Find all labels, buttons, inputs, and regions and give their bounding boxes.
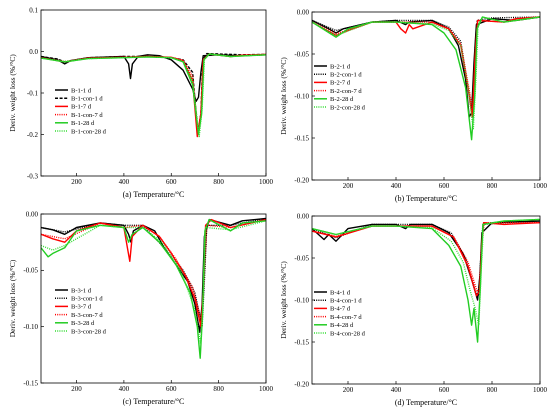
series-line-c-5 <box>41 220 266 345</box>
chart-panel-a: 200 400 600 800 1000 0.1 0.0 -0.1 -0.2 -0.3 Deriv.… <box>8 6 274 199</box>
y-axis-label: Deriv. weight loss (%/°C) <box>8 259 17 337</box>
x-tick-label: 1000 <box>259 178 274 186</box>
legend-label: B-3-1 d <box>71 287 92 294</box>
legend-label: B-4-1 d <box>330 289 351 296</box>
legend-label: B-2-con-1 d <box>330 72 362 79</box>
series-line-a-5 <box>41 53 266 138</box>
y-tick-label: -0.20 <box>294 380 309 388</box>
y-axis-label: Deriv. weight loss (%/°C) <box>8 54 17 132</box>
legend-label: B-2-28 d <box>330 96 354 103</box>
panel-caption: (d) Temperature/°C <box>395 398 457 407</box>
legend-a: B-1-1 dB-1-con-1 dB-1-7 dB-1-con-7 dB-1-… <box>55 87 107 135</box>
x-tick-label: 1000 <box>259 385 274 393</box>
x-tick-label: 400 <box>391 182 402 190</box>
legend-label: B-4-con-7 d <box>330 314 362 321</box>
y-tick-label: -0.05 <box>294 254 309 262</box>
plot-frame <box>40 213 267 384</box>
legend-label: B-3-con-28 d <box>71 328 107 335</box>
series-line-d-3 <box>312 222 540 293</box>
legend-c: B-3-1 dB-3-con-1 dB-3-7 dB-3-con-7 dB-3-… <box>55 287 107 335</box>
y-tick-label: -0.10 <box>294 296 309 304</box>
x-tick-label: 200 <box>71 178 82 186</box>
x-tick-label: 600 <box>439 182 450 190</box>
series-line-a-0 <box>41 54 266 102</box>
legend-label: B-1-7 d <box>71 104 92 111</box>
panel-caption: (a) Temperature/°C <box>123 190 185 199</box>
y-tick-label: -0.15 <box>294 338 309 346</box>
legend-label: B-4-28 d <box>330 322 354 329</box>
legend-label: B-4-7 d <box>330 306 351 313</box>
legend-label: B-2-7 d <box>330 80 351 87</box>
legend-d: B-4-1 dB-4-con-1 dB-4-7 dB-4-con-7 dB-4-… <box>314 289 366 337</box>
legend-label: B-2-1 d <box>330 63 351 70</box>
y-tick-label: 0.00 <box>26 210 39 218</box>
x-tick-label: 800 <box>213 178 224 186</box>
y-tick-label: -0.10 <box>294 92 309 100</box>
x-tick-label: 400 <box>119 385 130 393</box>
y-tick-label: -0.05 <box>294 50 309 58</box>
legend-label: B-3-28 d <box>71 320 95 327</box>
chart-panel-b: 200 400 600 800 1000 0.00 -0.05 -0.10 -0.15 -0.20… <box>279 8 548 203</box>
series-line-b-4 <box>312 16 540 141</box>
x-tick-label: 800 <box>487 386 498 394</box>
x-tick-label: 600 <box>166 178 177 186</box>
legend-label: B-2-con-28 d <box>330 104 366 111</box>
legend-label: B-1-con-28 d <box>71 128 107 135</box>
y-tick-label: 0.00 <box>297 8 310 16</box>
y-tick-label: -0.05 <box>23 267 38 275</box>
x-tick-label: 600 <box>439 386 450 394</box>
series-line-c-4 <box>41 218 266 359</box>
legend-b: B-2-1 dB-2-con-1 dB-2-7 dB-2-con-7 dB-2-… <box>314 63 366 111</box>
legend-label: B-3-7 d <box>71 304 92 311</box>
x-tick-label: 1000 <box>533 182 548 190</box>
y-axis-label: Deriv. weight loss (%/°C) <box>279 261 288 339</box>
legend-label: B-1-con-7 d <box>71 112 103 119</box>
chart-panel-d: 200 400 600 800 1000 0.00 -0.05 -0.10 -0.15 -0.20… <box>279 212 548 407</box>
x-tick-label: 800 <box>213 385 224 393</box>
panel-caption: (b) Temperature/°C <box>395 194 457 203</box>
y-tick-label: -0.15 <box>23 379 38 387</box>
legend-label: B-1-28 d <box>71 120 95 127</box>
panel-caption: (c) Temperature/°C <box>123 397 185 406</box>
y-tick-label: -0.15 <box>294 134 309 142</box>
y-axis-label: Deriv. weight loss (%/°C) <box>279 57 288 135</box>
y-tick-label: -0.1 <box>27 89 39 97</box>
legend-label: B-1-1 d <box>71 87 92 94</box>
series-line-d-5 <box>312 218 540 326</box>
x-tick-label: 200 <box>71 385 82 393</box>
legend-label: B-2-con-7 d <box>330 88 362 95</box>
y-tick-label: -0.20 <box>294 176 309 184</box>
series-line-d-2 <box>312 222 540 297</box>
x-tick-label: 400 <box>119 178 130 186</box>
x-tick-label: 800 <box>487 182 498 190</box>
y-tick-label: 0.0 <box>29 48 38 56</box>
y-tick-label: -0.3 <box>27 172 39 180</box>
y-tick-label: -0.10 <box>23 323 38 331</box>
y-tick-label: 0.1 <box>29 6 38 14</box>
chart-panel-c: 200 400 600 800 1000 0.00 -0.05 -0.10 -0.15 Deriv… <box>8 210 274 406</box>
legend-label: B-4-con-1 d <box>330 298 362 305</box>
x-tick-label: 400 <box>391 386 402 394</box>
legend-label: B-4-con-28 d <box>330 330 366 337</box>
legend-label: B-1-con-1 d <box>71 96 103 103</box>
legend-label: B-3-con-7 d <box>71 312 103 319</box>
y-tick-label: -0.2 <box>27 131 39 139</box>
y-tick-label: 0.00 <box>297 212 310 220</box>
x-tick-label: 200 <box>343 386 354 394</box>
x-tick-label: 600 <box>166 385 177 393</box>
x-tick-label: 1000 <box>533 386 548 394</box>
legend-label: B-3-con-1 d <box>71 296 103 303</box>
x-tick-label: 200 <box>343 182 354 190</box>
